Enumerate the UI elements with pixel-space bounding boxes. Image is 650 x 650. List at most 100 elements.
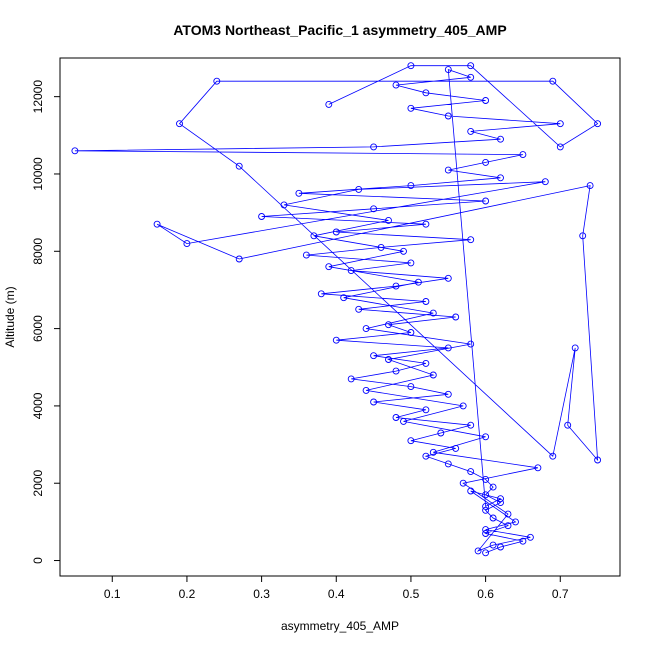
data-point [153, 220, 161, 228]
data-point [459, 402, 467, 410]
data-point [429, 371, 437, 379]
data-point [400, 417, 407, 425]
data-point [362, 325, 370, 333]
data-point [444, 166, 452, 174]
data-point [497, 499, 504, 507]
data-point [332, 228, 340, 236]
data-point [213, 77, 221, 85]
data-point [377, 243, 385, 251]
y-tick-label: 0 [31, 557, 45, 564]
y-tick-label: 4000 [31, 392, 45, 419]
x-axis: 0.1 0.2 0.3 0.4 0.5 0.6 0.7 [104, 575, 569, 601]
data-point [444, 390, 452, 398]
data-point [489, 541, 497, 549]
data-point [340, 294, 348, 302]
data-point [482, 506, 490, 514]
data-point [489, 483, 497, 491]
data-point [556, 120, 564, 128]
x-tick-label: 0.2 [179, 587, 196, 601]
data-point [235, 162, 243, 170]
data-point [444, 274, 452, 282]
data-point [422, 406, 430, 414]
data-point [407, 182, 415, 190]
data-point [385, 356, 392, 363]
data-point [444, 66, 452, 74]
y-axis-label: Altitude (m) [3, 286, 17, 347]
data-point [534, 464, 542, 472]
data-point [370, 398, 378, 406]
data-point [347, 375, 355, 383]
data-point [355, 185, 363, 193]
data-point [183, 240, 191, 248]
data-point [258, 213, 266, 220]
data-point [452, 444, 460, 452]
data-point [482, 158, 490, 166]
x-tick-label: 0.5 [403, 587, 420, 601]
data-point [347, 267, 355, 275]
data-point [422, 220, 430, 228]
x-tick-label: 0.7 [552, 587, 569, 601]
data-point [482, 97, 490, 104]
data-point [444, 344, 452, 352]
y-tick-label: 12000 [31, 80, 45, 114]
data-point [325, 263, 333, 271]
data-point [504, 510, 512, 518]
y-tick-label: 2000 [31, 470, 45, 497]
data-point [317, 290, 325, 298]
data-point [429, 309, 437, 317]
data-point [332, 336, 340, 344]
data-point [526, 533, 534, 541]
data-point [444, 460, 452, 468]
data-point [482, 491, 490, 499]
data-point [295, 189, 303, 197]
data-point [407, 437, 415, 445]
data-point [482, 549, 490, 557]
data-point [549, 452, 557, 460]
data-point [302, 251, 310, 259]
y-tick-label: 8000 [31, 238, 45, 265]
data-point [325, 100, 333, 108]
data-point [407, 104, 415, 112]
data-point [452, 313, 460, 321]
data-point [407, 259, 415, 267]
data-point [444, 112, 452, 120]
data-point [482, 530, 490, 537]
data-point [482, 502, 490, 510]
data-point [437, 429, 445, 437]
data-point [422, 89, 430, 97]
data-point [549, 77, 557, 85]
data-point [310, 232, 318, 240]
data-point [407, 62, 415, 70]
data-point [385, 321, 392, 329]
data-point [467, 487, 475, 495]
data-point [497, 174, 504, 182]
data-point [519, 151, 527, 159]
data-point [519, 537, 527, 545]
data-point [594, 120, 602, 128]
data-point [280, 201, 288, 209]
data-point [594, 456, 602, 464]
y-tick-label: 6000 [31, 315, 45, 342]
data-point [392, 367, 400, 375]
data-point [482, 526, 490, 534]
data-series [71, 62, 602, 557]
data-point [467, 468, 475, 476]
data-point [355, 305, 363, 313]
data-point [571, 344, 579, 352]
x-axis-label: asymmetry_405_AMP [281, 619, 399, 633]
data-point [235, 255, 243, 263]
data-point [71, 147, 79, 155]
x-tick-label: 0.3 [253, 587, 270, 601]
data-point [504, 522, 512, 530]
chart-title: ATOM3 Northeast_Pacific_1 asymmetry_405_… [173, 22, 506, 38]
data-point [579, 232, 587, 240]
data-point [392, 81, 400, 89]
data-point [467, 62, 475, 70]
x-tick-label: 0.4 [328, 587, 345, 601]
data-point [370, 143, 378, 151]
data-point [497, 135, 504, 143]
data-point [407, 383, 415, 391]
data-point [370, 352, 378, 360]
